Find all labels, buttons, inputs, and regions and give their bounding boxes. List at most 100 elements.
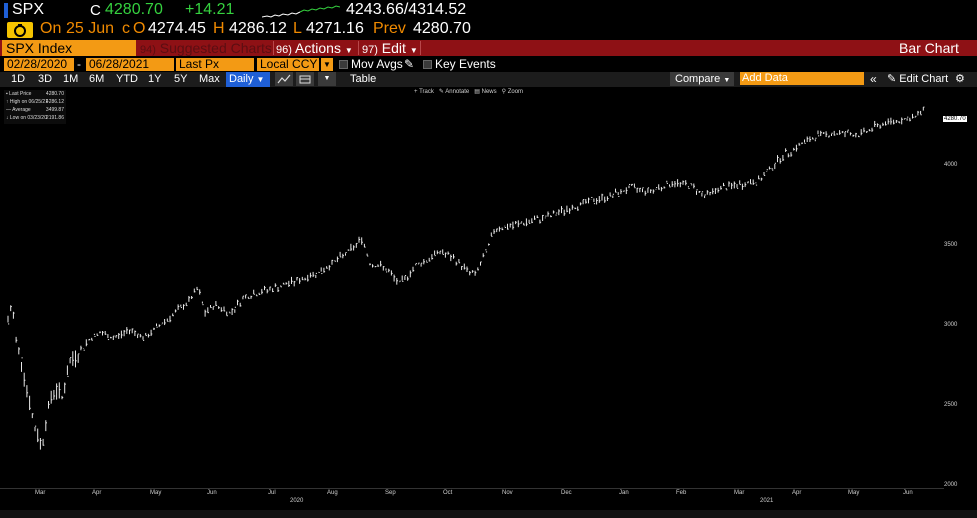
- y-tick: 4000: [944, 162, 958, 168]
- collapse-icon[interactable]: «: [870, 72, 877, 86]
- x-tick-label: Sep: [385, 490, 396, 496]
- legend-row: ↑ High on 06/25/21 4286.12: [6, 99, 64, 105]
- end-date-input[interactable]: 06/28/2021: [86, 58, 174, 71]
- y-tick: 3000: [944, 322, 958, 328]
- chart-style-icon[interactable]: [296, 72, 314, 86]
- actions-label: Actions: [295, 40, 341, 56]
- chevron-down-icon: ▼: [256, 75, 265, 84]
- chevron-down-icon[interactable]: ▼: [318, 72, 336, 86]
- intraday-sparkline: [262, 5, 340, 18]
- start-date-input[interactable]: 02/28/2020: [4, 58, 74, 71]
- x-tick-label: Mar: [35, 490, 46, 496]
- prev-label: Prev: [373, 20, 406, 37]
- quote-on-label: On: [40, 20, 62, 37]
- x-tick-label: Apr: [792, 490, 802, 496]
- period-1m[interactable]: 1M: [63, 73, 79, 85]
- period-1y[interactable]: 1Y: [148, 73, 162, 85]
- news-tool[interactable]: ▤ News: [474, 89, 497, 95]
- edit-label: Edit: [381, 40, 406, 56]
- open-value: 4274.45: [148, 20, 206, 37]
- track-tool[interactable]: + Track: [414, 89, 434, 95]
- actions-menu[interactable]: 96) Actions ▼: [276, 40, 353, 56]
- frequency-select[interactable]: Daily ▼: [226, 72, 270, 87]
- x-tick-label: Oct: [443, 490, 453, 496]
- x-tick-label: Apr: [92, 490, 102, 496]
- legend-row: ▪ Last Price 4280.70: [6, 91, 64, 97]
- suggested-charts-number: 94): [140, 44, 156, 56]
- annotate-label: Annotate: [445, 89, 470, 95]
- period-ytd[interactable]: YTD: [116, 73, 138, 85]
- price-change: +14.21: [185, 1, 235, 18]
- x-tick-label: May: [848, 490, 860, 496]
- chart-tools: + Track ✎ Annotate ▤ News ⚲ Zoom: [414, 88, 523, 95]
- bottom-scrollbar[interactable]: [0, 510, 977, 518]
- zoom-tool[interactable]: ⚲ Zoom: [501, 89, 524, 95]
- price-axis: 4000 3500 3000 2500 2000 4280.70: [943, 88, 977, 488]
- year-label: 2021: [760, 498, 774, 504]
- period-max[interactable]: Max: [199, 73, 220, 85]
- ticker-symbol[interactable]: SPX: [12, 1, 45, 18]
- field-select[interactable]: Last Px: [176, 58, 254, 71]
- quote-c-label: c: [122, 20, 130, 37]
- open-label: O: [133, 20, 146, 37]
- x-tick-label: May: [150, 490, 162, 496]
- x-tick-label: Mar: [734, 490, 745, 496]
- x-tick-label: Feb: [676, 490, 687, 496]
- legend-label: Average: [12, 107, 31, 113]
- security-field[interactable]: SPX Index: [2, 40, 136, 56]
- quote-date: 25 Jun: [66, 20, 115, 37]
- legend-value: 3499.87: [45, 107, 64, 113]
- line-chart-icon[interactable]: [275, 72, 293, 86]
- x-tick-label: Jan: [619, 490, 629, 496]
- edit-menu[interactable]: 97) Edit ▼: [362, 40, 418, 56]
- alert-bell-icon[interactable]: [7, 22, 33, 38]
- edit-chart-button[interactable]: ✎ Edit Chart: [887, 72, 948, 87]
- y-tick: 2500: [944, 402, 958, 408]
- x-tick-label: Jun: [207, 490, 217, 496]
- suggested-charts-button[interactable]: 94) Suggested Charts: [140, 40, 272, 56]
- currency-select[interactable]: Local CCY: [257, 58, 319, 71]
- high-value: 4286.12: [229, 20, 287, 37]
- x-tick-label: Dec: [561, 490, 572, 496]
- key-events-checkbox[interactable]: [423, 60, 432, 69]
- menu-divider: [273, 41, 274, 55]
- chart-legend: ▪ Last Price 4280.70 ↑ High on 06/25/21 42…: [4, 90, 66, 124]
- period-1d[interactable]: 1D: [11, 73, 26, 85]
- actions-number: 96): [276, 44, 292, 56]
- annotate-tool[interactable]: ✎ Annotate: [438, 89, 470, 95]
- mov-avgs-checkbox[interactable]: [339, 60, 348, 69]
- add-data-input[interactable]: Add Data: [740, 72, 864, 85]
- mov-avgs-label[interactable]: Mov Avgs: [351, 57, 403, 71]
- x-tick-label: Jul: [268, 490, 276, 496]
- period-3d[interactable]: 3D: [38, 73, 53, 85]
- high-label: H: [213, 20, 225, 37]
- pencil-icon[interactable]: ✎: [404, 57, 415, 71]
- period-5y[interactable]: 5Y: [174, 73, 188, 85]
- table-button[interactable]: Table: [350, 73, 377, 85]
- prev-value: 4280.70: [413, 20, 471, 37]
- day-range: 4243.66/4314.52: [346, 1, 467, 18]
- period-6m[interactable]: 6M: [89, 73, 105, 85]
- key-events-label[interactable]: Key Events: [435, 57, 496, 71]
- zoom-label: Zoom: [507, 89, 524, 95]
- edit-chart-label: Edit Chart: [899, 73, 949, 85]
- suggested-charts-label: Suggested Charts: [159, 40, 272, 56]
- chevron-down-icon: ▼: [409, 46, 418, 55]
- chart-type-label[interactable]: Bar Chart: [899, 40, 959, 56]
- edit-number: 97): [362, 44, 378, 56]
- last-value-label: 4280.70: [943, 116, 967, 122]
- y-tick: 3500: [944, 242, 958, 248]
- compare-menu[interactable]: Compare ▼: [670, 72, 734, 86]
- chevron-down-icon[interactable]: ▼: [321, 58, 333, 71]
- compare-label: Compare: [675, 73, 721, 85]
- last-price: 4280.70: [105, 1, 163, 18]
- legend-label: Low on 03/23/20: [9, 115, 47, 121]
- legend-value: 4280.70: [45, 91, 64, 97]
- price-chart[interactable]: [0, 88, 944, 488]
- news-label: News: [481, 89, 497, 95]
- ticker-color-marker: [4, 3, 8, 18]
- date-dash: -: [77, 57, 81, 71]
- chevron-down-icon: ▼: [344, 46, 353, 55]
- menu-divider: [420, 41, 421, 55]
- gear-icon[interactable]: ⚙: [955, 73, 965, 85]
